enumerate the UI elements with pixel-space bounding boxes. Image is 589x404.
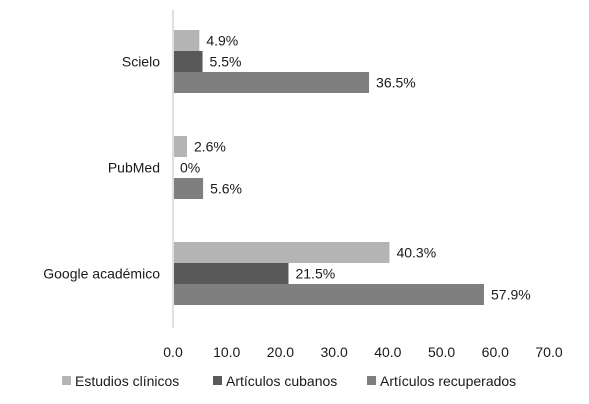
category-labels-group: Scielo PubMed Google académico [43, 54, 160, 282]
x-tick-label: 40.0 [374, 344, 401, 360]
bar-google-academico-estudios-clinicos [174, 242, 390, 263]
data-label-scielo-articulos-recuperados: 36.5% [376, 75, 416, 91]
legend-swatch-estudios-clinicos [62, 376, 71, 385]
x-tick-label: 50.0 [428, 344, 455, 360]
bar-google-academico-articulos-cubanos [174, 263, 289, 284]
data-label-pubmed-articulos-recuperados: 5.6% [210, 181, 242, 197]
data-label-pubmed-articulos-cubanos: 0% [180, 160, 200, 176]
bar-scielo-articulos-cubanos [174, 51, 203, 72]
data-label-google-academico-articulos-recuperados: 57.9% [491, 287, 531, 303]
x-tick-label: 30.0 [321, 344, 348, 360]
data-label-pubmed-estudios-clinicos: 2.6% [194, 139, 226, 155]
legend: Estudios clínicos Artículos cubanos Artícu… [62, 373, 516, 389]
x-tick-label: 70.0 [535, 344, 562, 360]
bars-group [174, 30, 485, 305]
category-label-pubmed: PubMed [108, 160, 160, 176]
bar-google-academico-articulos-recuperados [174, 284, 485, 305]
legend-label-articulos-cubanos: Artículos cubanos [226, 373, 337, 389]
category-label-google-academico: Google académico [43, 266, 160, 282]
data-labels-group: 4.9% 5.5% 36.5% 2.6% 0% 5.6% 40.3% 21.5% 57.9% [180, 33, 531, 303]
legend-swatch-articulos-cubanos [213, 376, 222, 385]
x-tick-label: 20.0 [267, 344, 294, 360]
x-tick-label: 10.0 [213, 344, 240, 360]
category-label-scielo: Scielo [122, 54, 160, 70]
legend-label-estudios-clinicos: Estudios clínicos [75, 373, 179, 389]
bar-scielo-estudios-clinicos [174, 30, 200, 51]
legend-swatch-articulos-recuperados [367, 376, 376, 385]
legend-label-articulos-recuperados: Artículos recuperados [380, 373, 516, 389]
bar-scielo-articulos-recuperados [174, 72, 370, 93]
bar-pubmed-estudios-clinicos [174, 136, 187, 157]
data-label-google-academico-estudios-clinicos: 40.3% [396, 245, 436, 261]
bar-pubmed-articulos-recuperados [174, 178, 204, 199]
data-label-scielo-estudios-clinicos: 4.9% [206, 33, 238, 49]
data-label-scielo-articulos-cubanos: 5.5% [210, 54, 242, 70]
x-tick-label: 0.0 [163, 344, 183, 360]
x-tick-labels-group: 0.0 10.0 20.0 30.0 40.0 50.0 60.0 70.0 [163, 344, 563, 360]
data-label-google-academico-articulos-cubanos: 21.5% [295, 266, 335, 282]
x-tick-label: 60.0 [482, 344, 509, 360]
